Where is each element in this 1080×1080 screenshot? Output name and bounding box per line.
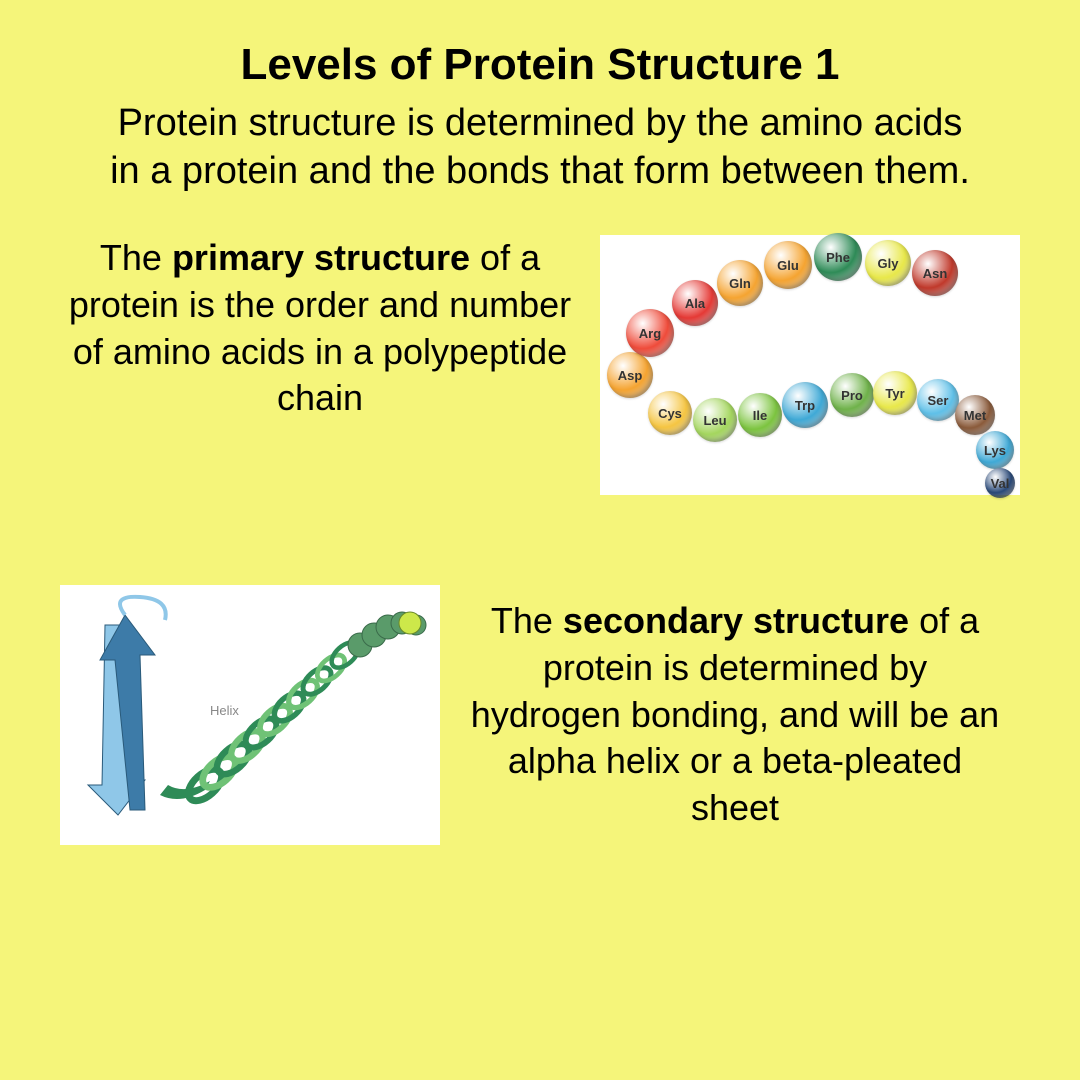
amino-acid-asn: Asn	[912, 250, 958, 296]
helix-sheet-icon: Helix	[60, 585, 440, 845]
amino-acid-gly: Gly	[865, 240, 911, 286]
amino-acid-gln: Gln	[717, 260, 763, 306]
page-title: Levels of Protein Structure 1	[60, 40, 1020, 90]
secondary-bold: secondary structure	[563, 600, 909, 641]
primary-bold: primary structure	[172, 237, 470, 278]
amino-acid-trp: Trp	[782, 382, 828, 428]
secondary-pre: The	[491, 600, 563, 641]
primary-structure-diagram: AspArgAlaGlnGluPheGlyAsn CysLeuIleTrpProT…	[600, 235, 1020, 495]
slide: Levels of Protein Structure 1 Protein st…	[0, 0, 1080, 1080]
secondary-text: The secondary structure of a protein is …	[470, 598, 1020, 832]
amino-acid-met: Met	[955, 395, 995, 435]
amino-acid-ser: Ser	[917, 379, 959, 421]
secondary-structure-diagram: Helix	[60, 585, 440, 845]
amino-acid-glu: Glu	[764, 241, 812, 289]
amino-acid-phe: Phe	[814, 233, 862, 281]
amino-acid-leu: Leu	[693, 398, 737, 442]
amino-acid-pro: Pro	[830, 373, 874, 417]
helix-label: Helix	[210, 703, 239, 718]
primary-section: The primary structure of a protein is th…	[60, 235, 1020, 495]
amino-acid-ile: Ile	[738, 393, 782, 437]
amino-acid-asp: Asp	[607, 352, 653, 398]
secondary-section: Helix The secondary structure of a prote…	[60, 585, 1020, 845]
amino-acid-arg: Arg	[626, 309, 674, 357]
primary-text: The primary structure of a protein is th…	[60, 235, 580, 422]
amino-acid-val: Val	[985, 468, 1015, 498]
subtitle: Protein structure is determined by the a…	[100, 100, 980, 195]
amino-acid-cys: Cys	[648, 391, 692, 435]
amino-acid-tyr: Tyr	[873, 371, 917, 415]
primary-pre: The	[100, 237, 172, 278]
amino-acid-lys: Lys	[976, 431, 1014, 469]
amino-acid-ala: Ala	[672, 280, 718, 326]
